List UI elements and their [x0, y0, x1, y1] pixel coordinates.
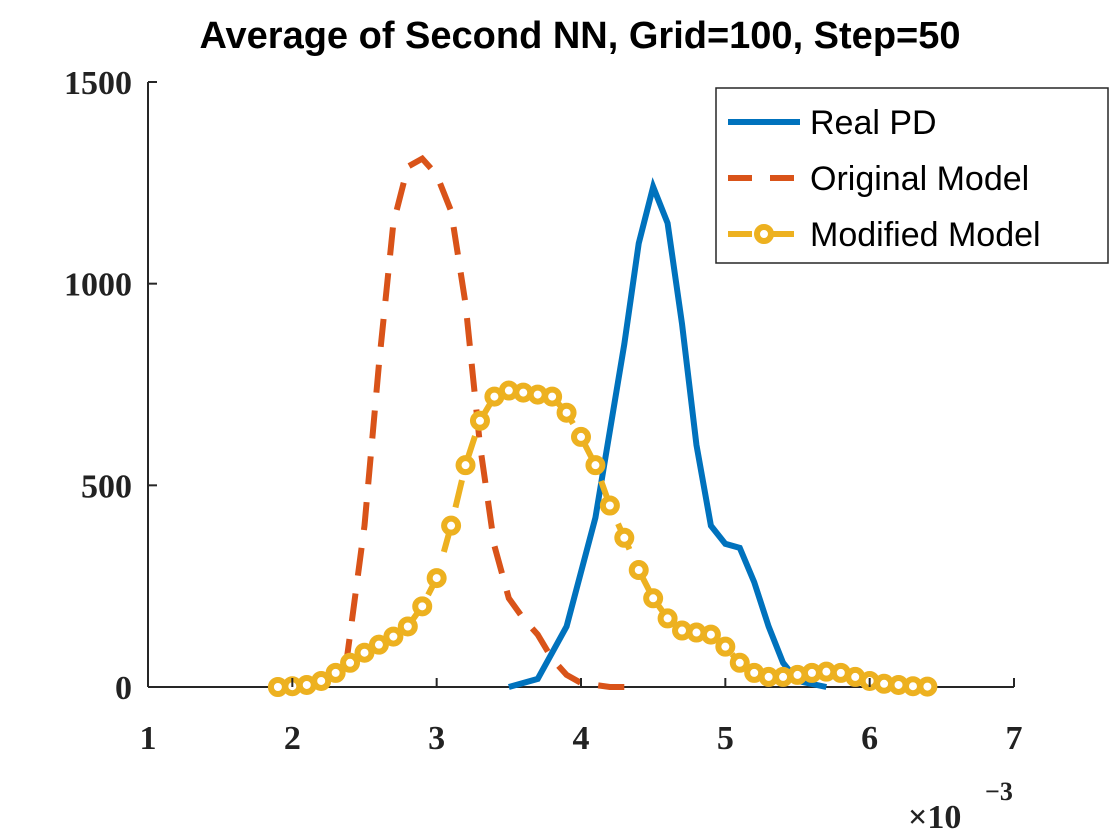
data-point	[368, 634, 389, 655]
x-tick-label: 7	[1006, 720, 1023, 757]
data-point	[426, 568, 447, 589]
x-tick-label: 5	[717, 720, 734, 757]
x-tick-label: 4	[573, 720, 590, 757]
y-tick-label: 1500	[64, 65, 132, 102]
data-point	[469, 410, 490, 431]
data-point	[917, 676, 938, 697]
y-tick-label: 0	[115, 670, 132, 707]
x-multiplier: ×10	[908, 799, 961, 836]
data-point	[715, 636, 736, 657]
data-point	[628, 560, 649, 581]
legend-label: Modified Model	[810, 216, 1041, 254]
data-point	[397, 616, 418, 637]
data-point	[643, 588, 664, 609]
x-tick-label: 3	[428, 720, 445, 757]
x-multiplier-exponent: −3	[985, 777, 1013, 806]
data-point	[571, 426, 591, 447]
data-point	[354, 642, 375, 663]
data-point	[441, 515, 462, 536]
y-tick-label: 500	[81, 468, 132, 505]
data-point	[729, 652, 750, 673]
plot-area	[267, 154, 938, 697]
y-tick-label: 1000	[64, 267, 132, 304]
x-tick-label: 1	[140, 720, 157, 757]
data-point	[556, 402, 577, 423]
legend: Real PD Original Model Modified Model	[715, 87, 1109, 264]
data-point	[325, 662, 346, 683]
data-point	[614, 527, 635, 548]
data-point	[585, 455, 606, 476]
data-point	[412, 596, 433, 617]
data-point	[455, 455, 476, 476]
legend-label: Original Model	[810, 160, 1029, 198]
data-point	[700, 624, 721, 645]
series-line	[342, 154, 625, 690]
data-point	[599, 495, 620, 516]
data-point	[542, 386, 563, 407]
x-tick-label: 6	[861, 720, 878, 757]
series-line	[508, 177, 827, 690]
data-point	[657, 608, 678, 629]
legend-label: Real PD	[810, 104, 937, 142]
chart-title: Average of Second NN, Grid=100, Step=50	[200, 15, 961, 57]
data-point	[383, 626, 404, 647]
legend-marker	[754, 224, 774, 244]
data-point	[311, 670, 332, 691]
x-tick-label: 2	[284, 720, 301, 757]
data-point	[340, 652, 361, 673]
